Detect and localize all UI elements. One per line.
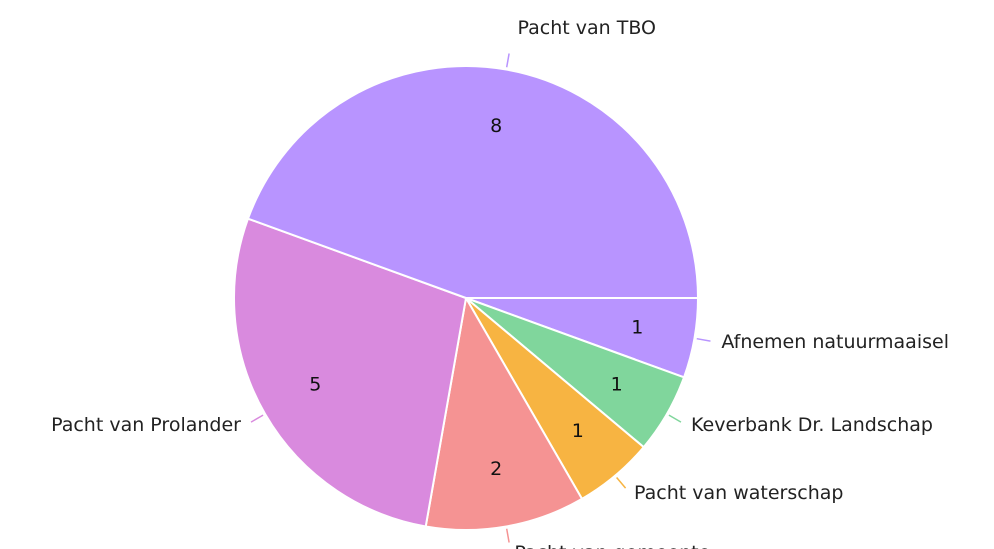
slice-label: Pacht van gemeente: [514, 542, 710, 549]
slice-label: Afnemen natuurmaaisel: [721, 331, 949, 353]
leader-line: [668, 414, 682, 423]
leader-line: [505, 53, 510, 68]
pie-slice: [246, 65, 700, 299]
value-label: 1: [572, 420, 584, 442]
leader-line: [616, 477, 627, 489]
slice-label: Pacht van Prolander: [51, 414, 241, 436]
leader-line: [696, 337, 711, 342]
slice-label: Keverbank Dr. Landschap: [691, 414, 933, 436]
slice-label: Pacht van TBO: [518, 17, 656, 39]
value-label: 1: [631, 317, 643, 339]
leader-line: [505, 528, 510, 543]
pie-slice: [233, 217, 468, 528]
value-label: 5: [309, 374, 321, 396]
leader-line: [250, 414, 264, 423]
value-label: 1: [611, 374, 623, 396]
value-label: 2: [490, 458, 502, 480]
slice-label: Pacht van waterschap: [634, 482, 843, 504]
pie-slice: [424, 295, 584, 531]
value-label: 8: [490, 115, 502, 137]
